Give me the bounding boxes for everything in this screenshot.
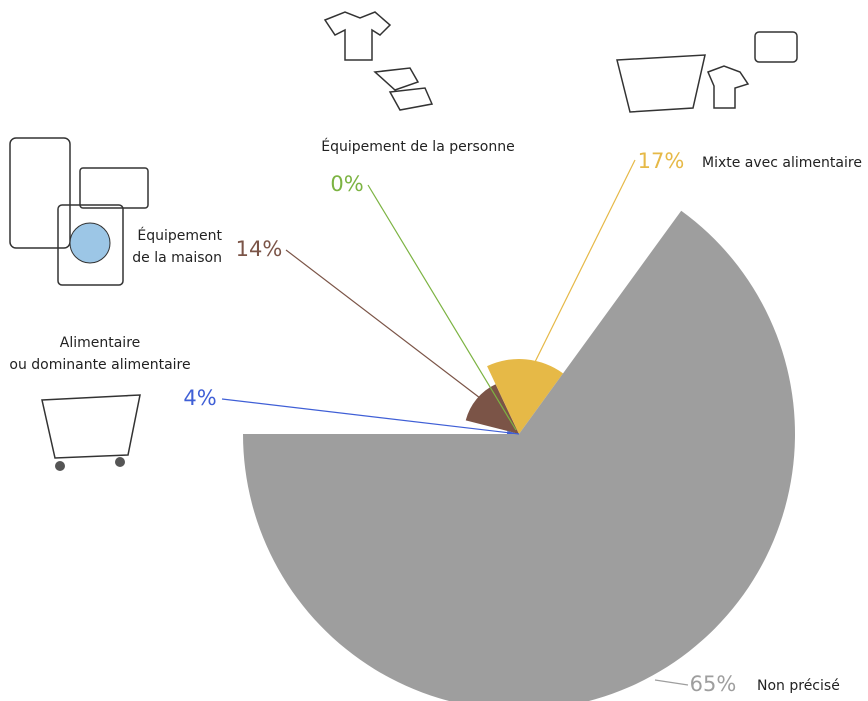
leader-line <box>285 249 481 399</box>
illustrations <box>9 11 798 471</box>
category-label-line: Mixte avec alimentaire <box>702 155 862 171</box>
value-label: 4% <box>183 386 216 410</box>
value-label: 65% <box>690 672 737 696</box>
category-label: Mixte avec alimentaire <box>702 155 862 171</box>
category-label-line: de la maison <box>132 250 222 266</box>
category-label-line: Non précisé <box>757 678 840 694</box>
category-label-line: Équipement <box>137 227 222 244</box>
leader-line <box>532 159 636 367</box>
category-label-line: Alimentaire <box>60 335 141 351</box>
category-label: Équipement de la personne <box>321 138 514 155</box>
category-label: Alimentaire ou dominante alimentaire <box>9 335 190 373</box>
category-label: Non précisé <box>757 678 840 694</box>
value-label: 0% <box>330 172 363 196</box>
category-label-line: ou dominante alimentaire <box>9 357 190 373</box>
leader-line <box>221 398 520 435</box>
value-label: 17% <box>638 149 685 173</box>
leader-line <box>654 679 689 686</box>
category-label: Équipement de la maison <box>132 227 222 266</box>
pie-slice <box>487 358 564 434</box>
pie-slice <box>243 210 795 701</box>
value-label: 14% <box>236 237 283 261</box>
category-label-line: Équipement de la personne <box>321 138 514 155</box>
leader-line <box>367 184 517 431</box>
